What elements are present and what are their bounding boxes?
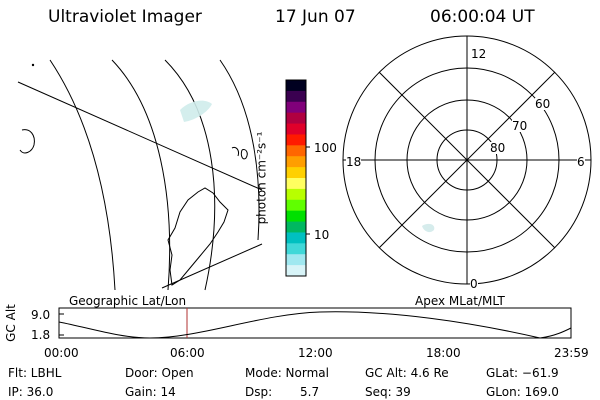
xtick-label-2359: 23:59 bbox=[554, 346, 589, 360]
colorbar-cell bbox=[286, 265, 306, 277]
map-grid-line bbox=[17, 81, 263, 191]
colorbar-cell bbox=[286, 101, 306, 114]
polar-panel-label: Apex MLat/MLT bbox=[415, 294, 505, 308]
xtick-label-0600: 06:00 bbox=[170, 346, 205, 360]
map-grid-line bbox=[219, 59, 260, 241]
colorbar-cell bbox=[286, 199, 306, 212]
colorbar-cell bbox=[286, 232, 306, 244]
mlt-label-12: 12 bbox=[471, 47, 487, 61]
map-grid-line bbox=[111, 59, 171, 291]
colorbar-cell bbox=[286, 112, 306, 125]
colorbar-frame bbox=[285, 79, 307, 277]
aurora-patch bbox=[180, 100, 212, 122]
glat-label: GLat: −61.9 bbox=[486, 366, 559, 380]
colorbar-cell bbox=[286, 243, 306, 255]
coastline bbox=[240, 149, 248, 160]
altitude-curve bbox=[58, 311, 572, 339]
colorbar-cell bbox=[286, 254, 306, 266]
seq-label: Seq: 39 bbox=[365, 385, 411, 399]
colorbar-cell bbox=[286, 221, 306, 233]
mlt-label-18: 18 bbox=[346, 155, 362, 169]
map-dot bbox=[31, 63, 35, 67]
map-grid-line bbox=[164, 59, 216, 291]
coastline bbox=[167, 187, 229, 286]
polar-diagonal bbox=[378, 71, 556, 249]
colorbar-cell bbox=[286, 188, 306, 201]
date-label: 17 Jun 07 bbox=[275, 7, 356, 27]
colorbar-cell bbox=[286, 80, 306, 92]
mlt-label-6: 6 bbox=[577, 155, 585, 169]
dsp-value: 5.7 bbox=[300, 385, 320, 399]
lat-label-60: 60 bbox=[535, 97, 551, 111]
filter-label: Flt: LBHL bbox=[8, 366, 62, 380]
xtick-label-0000: 00:00 bbox=[44, 346, 79, 360]
altitude-ylabel: GC Alt bbox=[3, 304, 18, 342]
colorbar-tick-label-100: 100 bbox=[314, 141, 337, 155]
ytick-label-9: 9.0 bbox=[31, 308, 51, 322]
colorbar-cell bbox=[286, 210, 306, 223]
xtick-label-1200: 12:00 bbox=[298, 346, 333, 360]
colorbar-cell bbox=[286, 90, 306, 103]
coastline bbox=[231, 147, 239, 157]
lat-label-70: 70 bbox=[512, 119, 528, 133]
gc-alt-label: GC Alt: 4.6 Re bbox=[365, 366, 449, 380]
lat-label-80: 80 bbox=[490, 141, 506, 155]
door-label: Door: Open bbox=[125, 366, 194, 380]
glon-label: GLon: 169.0 bbox=[486, 385, 559, 399]
map-panel-label: Geographic Lat/Lon bbox=[69, 294, 187, 308]
instrument-title: Ultraviolet Imager bbox=[48, 7, 202, 27]
ytick-label-1.8: 1.8 bbox=[31, 328, 51, 342]
time-label: 06:00:04 UT bbox=[430, 7, 535, 27]
altitude-plot-frame bbox=[58, 307, 572, 339]
colorbar-tick-label-10: 10 bbox=[314, 228, 330, 242]
colorbar-cell bbox=[286, 178, 306, 190]
dsp-label: Dsp: bbox=[245, 385, 273, 399]
colorbar-cell bbox=[286, 156, 306, 168]
gain-label: Gain: 14 bbox=[125, 385, 176, 399]
polar-aurora-patch bbox=[422, 223, 435, 233]
xtick-label-1800: 18:00 bbox=[426, 346, 461, 360]
colorbar-cell bbox=[286, 134, 306, 146]
colorbar-cell bbox=[286, 167, 306, 179]
coastline bbox=[19, 129, 35, 154]
colorbar-cell bbox=[286, 145, 306, 157]
mlt-label-0: 0 bbox=[470, 277, 478, 291]
ip-label: IP: 36.0 bbox=[8, 385, 54, 399]
mode-label: Mode: Normal bbox=[245, 366, 329, 380]
colorbar-cell bbox=[286, 123, 306, 135]
map-grid-line bbox=[49, 59, 116, 291]
